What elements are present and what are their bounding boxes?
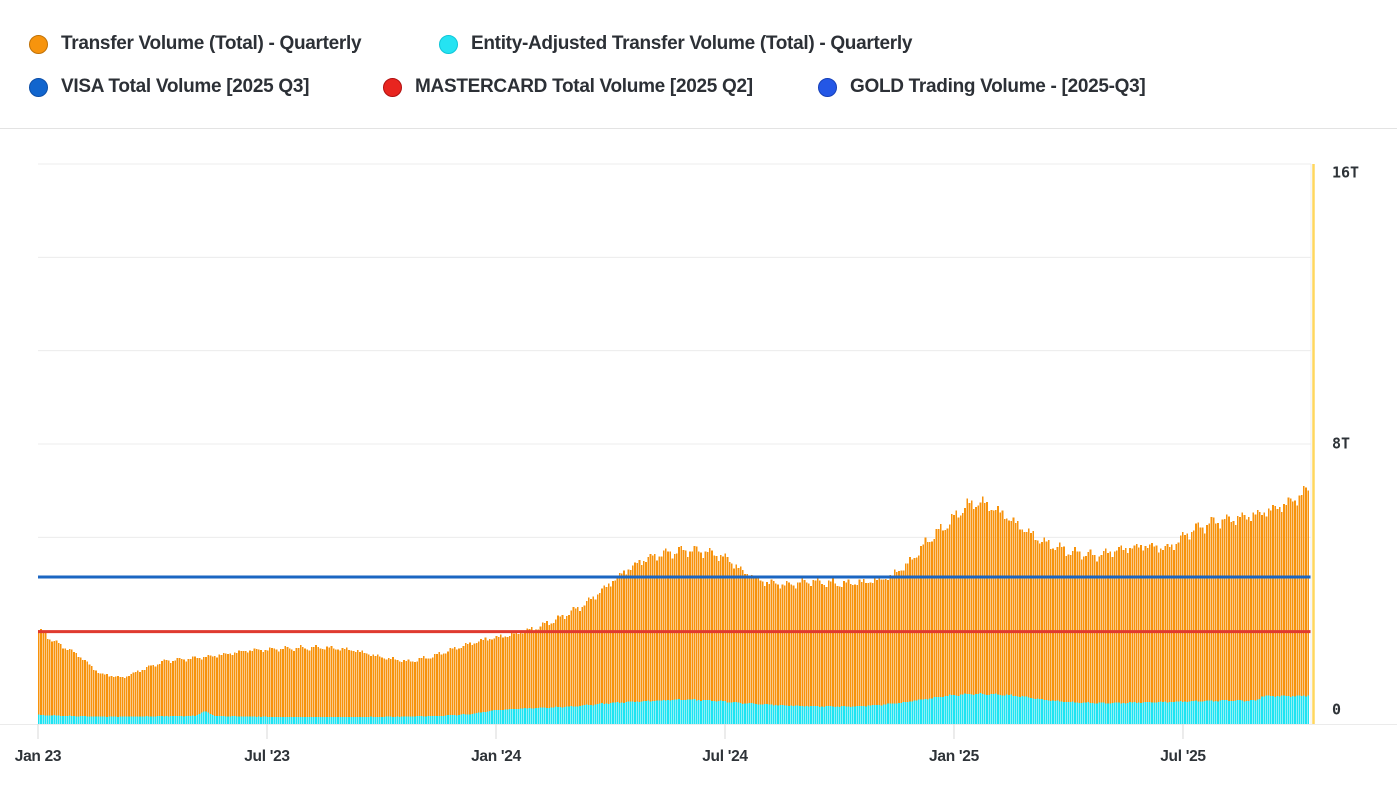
legend-dot-icon	[383, 77, 402, 97]
x-tick-label: Jul '24	[702, 748, 748, 765]
legend-item[interactable]: Entity-Adjusted Transfer Volume (Total) …	[439, 32, 912, 56]
x-tick-label: Jan '24	[471, 748, 522, 765]
legend-dot-icon	[818, 77, 837, 97]
entity-adjusted-area[interactable]	[38, 692, 1310, 724]
transfer-volume-area[interactable]	[38, 486, 1310, 724]
legend-item-label: Transfer Volume (Total) - Quarterly	[61, 33, 362, 54]
legend-item-label: GOLD Trading Volume - [2025-Q3]	[850, 76, 1146, 97]
y-tick-label: 8T	[1332, 435, 1350, 453]
x-tick-label: Jan 23	[15, 748, 62, 765]
legend-dot-icon	[29, 77, 48, 97]
chart-legend: Transfer Volume (Total) - Quarterly Entit…	[0, 0, 1397, 128]
x-tick-label: Jul '25	[1160, 748, 1206, 765]
legend-item[interactable]: VISA Total Volume [2025 Q3]	[29, 75, 309, 99]
legend-separator	[0, 128, 1397, 129]
legend-item-label: MASTERCARD Total Volume [2025 Q2]	[415, 76, 753, 97]
x-axis-labels: Jan 23 Jul '23 Jan '24 Jul '24 Jan '25 Jul '2…	[15, 748, 1207, 765]
legend-dot-icon	[29, 34, 48, 54]
y-tick-label: 16T	[1332, 164, 1359, 182]
y-axis-labels: 16T 8T 0	[1332, 164, 1359, 719]
legend-item[interactable]: Transfer Volume (Total) - Quarterly	[29, 32, 362, 56]
legend-item-label: VISA Total Volume [2025 Q3]	[61, 76, 310, 97]
legend-dot-icon	[439, 34, 458, 54]
x-tick-label: Jul '23	[244, 748, 290, 765]
legend-item[interactable]: MASTERCARD Total Volume [2025 Q2]	[383, 75, 753, 99]
x-axis-ticks	[37, 724, 1184, 739]
x-tick-label: Jan '25	[929, 748, 980, 765]
legend-item-label: Entity-Adjusted Transfer Volume (Total) …	[471, 33, 913, 54]
legend-item[interactable]: GOLD Trading Volume - [2025-Q3]	[818, 75, 1146, 99]
y-tick-label: 0	[1332, 701, 1341, 719]
